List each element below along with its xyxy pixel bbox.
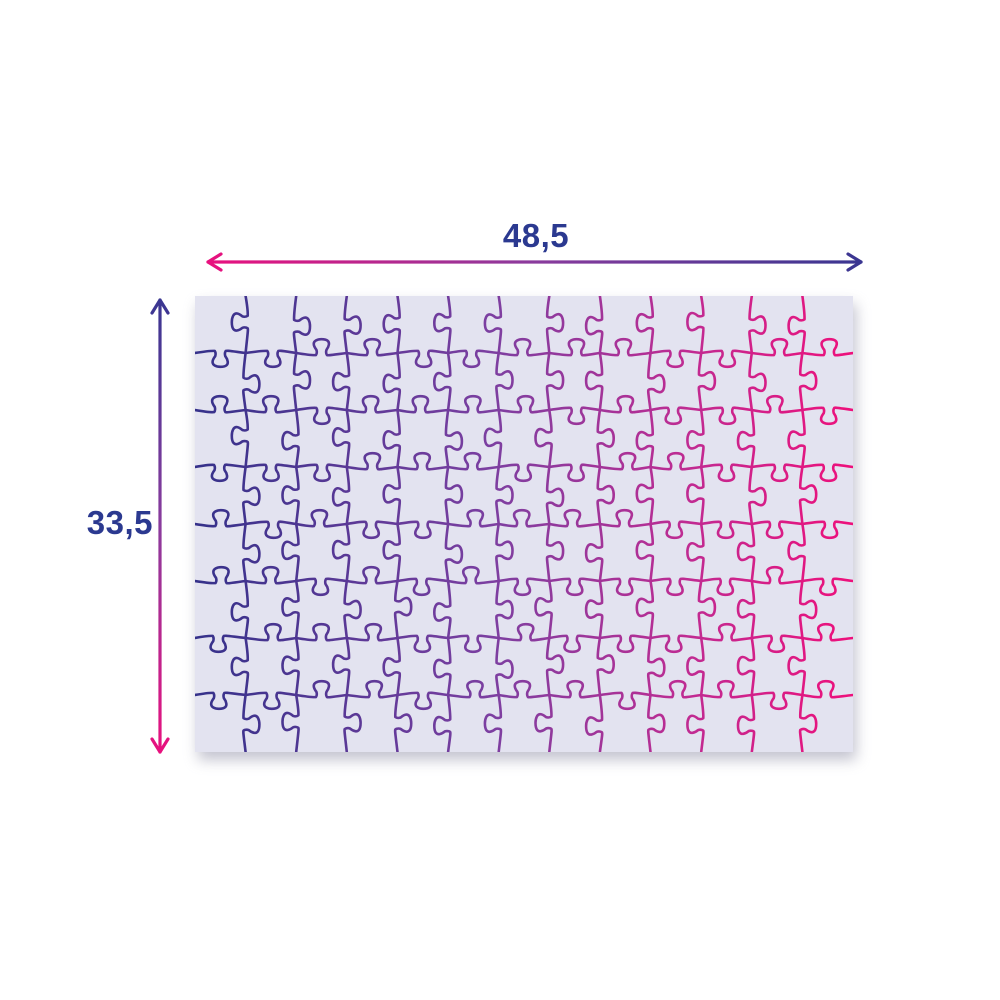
puzzle-cut-horizontal	[193, 622, 855, 654]
puzzle-cut-horizontal	[193, 508, 855, 540]
width-dimension-arrow	[206, 252, 863, 272]
puzzle-preview	[193, 294, 855, 754]
height-dimension-value: 33,5	[86, 504, 153, 541]
puzzle-cut-horizontal	[193, 451, 855, 483]
width-dimension-value: 48,5	[502, 217, 570, 254]
arrowhead-icon	[206, 252, 223, 272]
puzzle-cut-horizontal	[193, 565, 855, 597]
puzzle-cut-horizontal	[193, 337, 855, 369]
arrowhead-icon	[150, 298, 170, 315]
height-dimension-arrow	[150, 298, 170, 754]
arrowhead-icon	[846, 252, 863, 272]
arrowhead-icon	[150, 737, 170, 754]
puzzle-cut-horizontal	[193, 394, 855, 426]
puzzle-grid	[193, 294, 855, 754]
puzzle-cut-horizontal	[193, 679, 855, 711]
